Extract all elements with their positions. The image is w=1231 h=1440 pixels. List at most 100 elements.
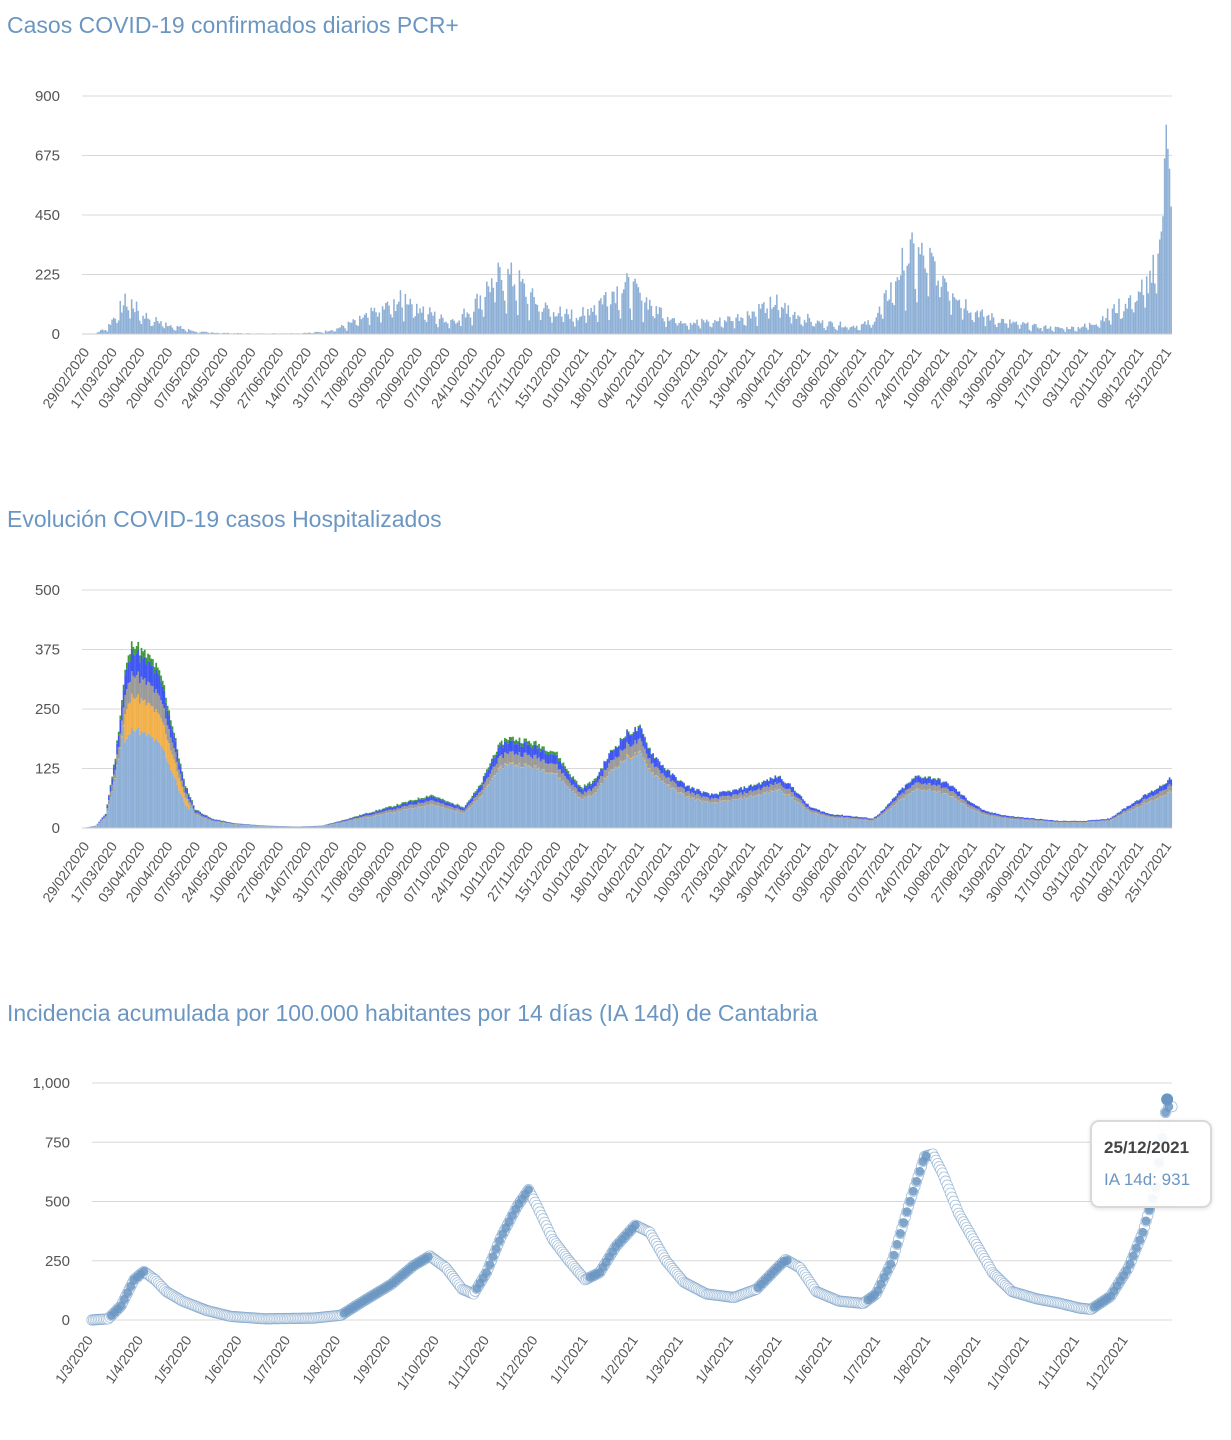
bar	[429, 307, 431, 334]
bar	[544, 302, 547, 334]
stack-segment	[466, 806, 469, 810]
stack-segment	[595, 778, 597, 781]
stack-segment	[715, 802, 718, 828]
stack-segment	[683, 788, 685, 795]
stack-segment	[660, 781, 663, 782]
stack-segment	[904, 784, 907, 786]
stack-segment	[1114, 816, 1117, 819]
stack-segment	[738, 793, 741, 799]
bar	[864, 321, 866, 334]
stack-segment	[671, 780, 674, 788]
stack-segment	[505, 753, 508, 764]
stack-segment	[658, 778, 661, 779]
stack-segment	[1036, 819, 1039, 821]
stack-segment	[544, 772, 547, 774]
stack-segment	[588, 795, 591, 828]
stack-segment	[336, 823, 338, 828]
stack-segment	[922, 784, 925, 791]
stack-segment	[1113, 818, 1116, 828]
data-point-rising	[876, 1279, 886, 1289]
stack-segment	[313, 826, 316, 828]
stack-segment	[536, 748, 539, 759]
bar	[673, 318, 675, 334]
stack-segment	[531, 769, 534, 828]
stack-segment	[761, 793, 764, 828]
stack-segment	[507, 765, 509, 828]
stack-segment	[160, 745, 162, 828]
stack-segment	[503, 741, 506, 753]
stack-segment	[445, 809, 448, 828]
bar	[580, 316, 583, 334]
bar	[331, 329, 333, 334]
stack-segment	[197, 813, 200, 816]
stack-segment	[818, 814, 821, 828]
stack-segment	[559, 777, 562, 779]
stack-segment	[334, 822, 337, 823]
stack-segment	[460, 812, 462, 828]
stack-segment	[111, 791, 114, 828]
bar	[676, 325, 679, 334]
stack-segment	[565, 769, 568, 772]
stack-segment	[455, 811, 457, 828]
stack-segment	[875, 816, 878, 818]
stack-segment	[678, 793, 681, 828]
stack-segment	[1124, 813, 1127, 828]
stack-segment	[896, 797, 899, 802]
stack-segment	[1119, 811, 1122, 814]
stack-segment	[114, 761, 117, 770]
stack-segment	[1163, 784, 1166, 785]
stack-segment	[577, 797, 580, 828]
stack-segment	[837, 816, 840, 819]
stack-segment	[383, 813, 386, 828]
stack-segment	[1131, 809, 1133, 828]
stack-segment	[539, 770, 542, 772]
stack-segment	[329, 823, 332, 825]
bar	[96, 332, 99, 334]
stack-segment	[652, 753, 654, 755]
stack-segment	[738, 788, 741, 794]
stack-segment	[917, 775, 920, 783]
stack-segment	[194, 814, 197, 828]
bar	[1035, 323, 1037, 334]
stack-segment	[530, 743, 532, 747]
stack-segment	[706, 792, 708, 797]
stack-segment	[119, 748, 122, 828]
stack-segment	[140, 647, 143, 656]
stack-segment	[1137, 803, 1140, 808]
stack-segment	[186, 806, 188, 828]
stack-segment	[753, 785, 755, 791]
stack-segment	[525, 752, 527, 764]
stack-segment	[971, 803, 974, 807]
stack-segment	[549, 750, 552, 754]
stack-segment	[903, 793, 905, 799]
stack-segment	[1018, 818, 1021, 820]
bar	[109, 324, 112, 334]
stack-segment	[427, 796, 430, 798]
stack-segment	[632, 731, 635, 734]
stack-segment	[518, 763, 521, 828]
stack-segment	[582, 789, 584, 795]
x-tick-label: 1/12/2020	[492, 1332, 541, 1392]
stack-segment	[187, 803, 190, 810]
stack-segment	[435, 797, 438, 799]
bar	[965, 299, 967, 334]
bar	[763, 302, 765, 334]
bar	[156, 321, 159, 334]
stack-segment	[686, 791, 689, 797]
stack-segment	[666, 777, 669, 785]
stack-segment	[811, 807, 814, 811]
stack-segment	[800, 804, 803, 828]
stack-segment	[233, 823, 236, 825]
stack-segment	[714, 798, 716, 803]
stack-segment	[339, 822, 342, 824]
stack-segment	[551, 754, 553, 764]
stack-segment	[683, 782, 685, 784]
stack-segment	[943, 793, 946, 828]
y-tick-label: 750	[45, 1134, 70, 1151]
bar	[1144, 307, 1146, 334]
stack-segment	[178, 769, 180, 778]
stack-segment	[476, 789, 478, 791]
stack-segment	[510, 737, 513, 741]
stack-segment	[525, 764, 527, 828]
stack-segment	[1013, 816, 1016, 819]
